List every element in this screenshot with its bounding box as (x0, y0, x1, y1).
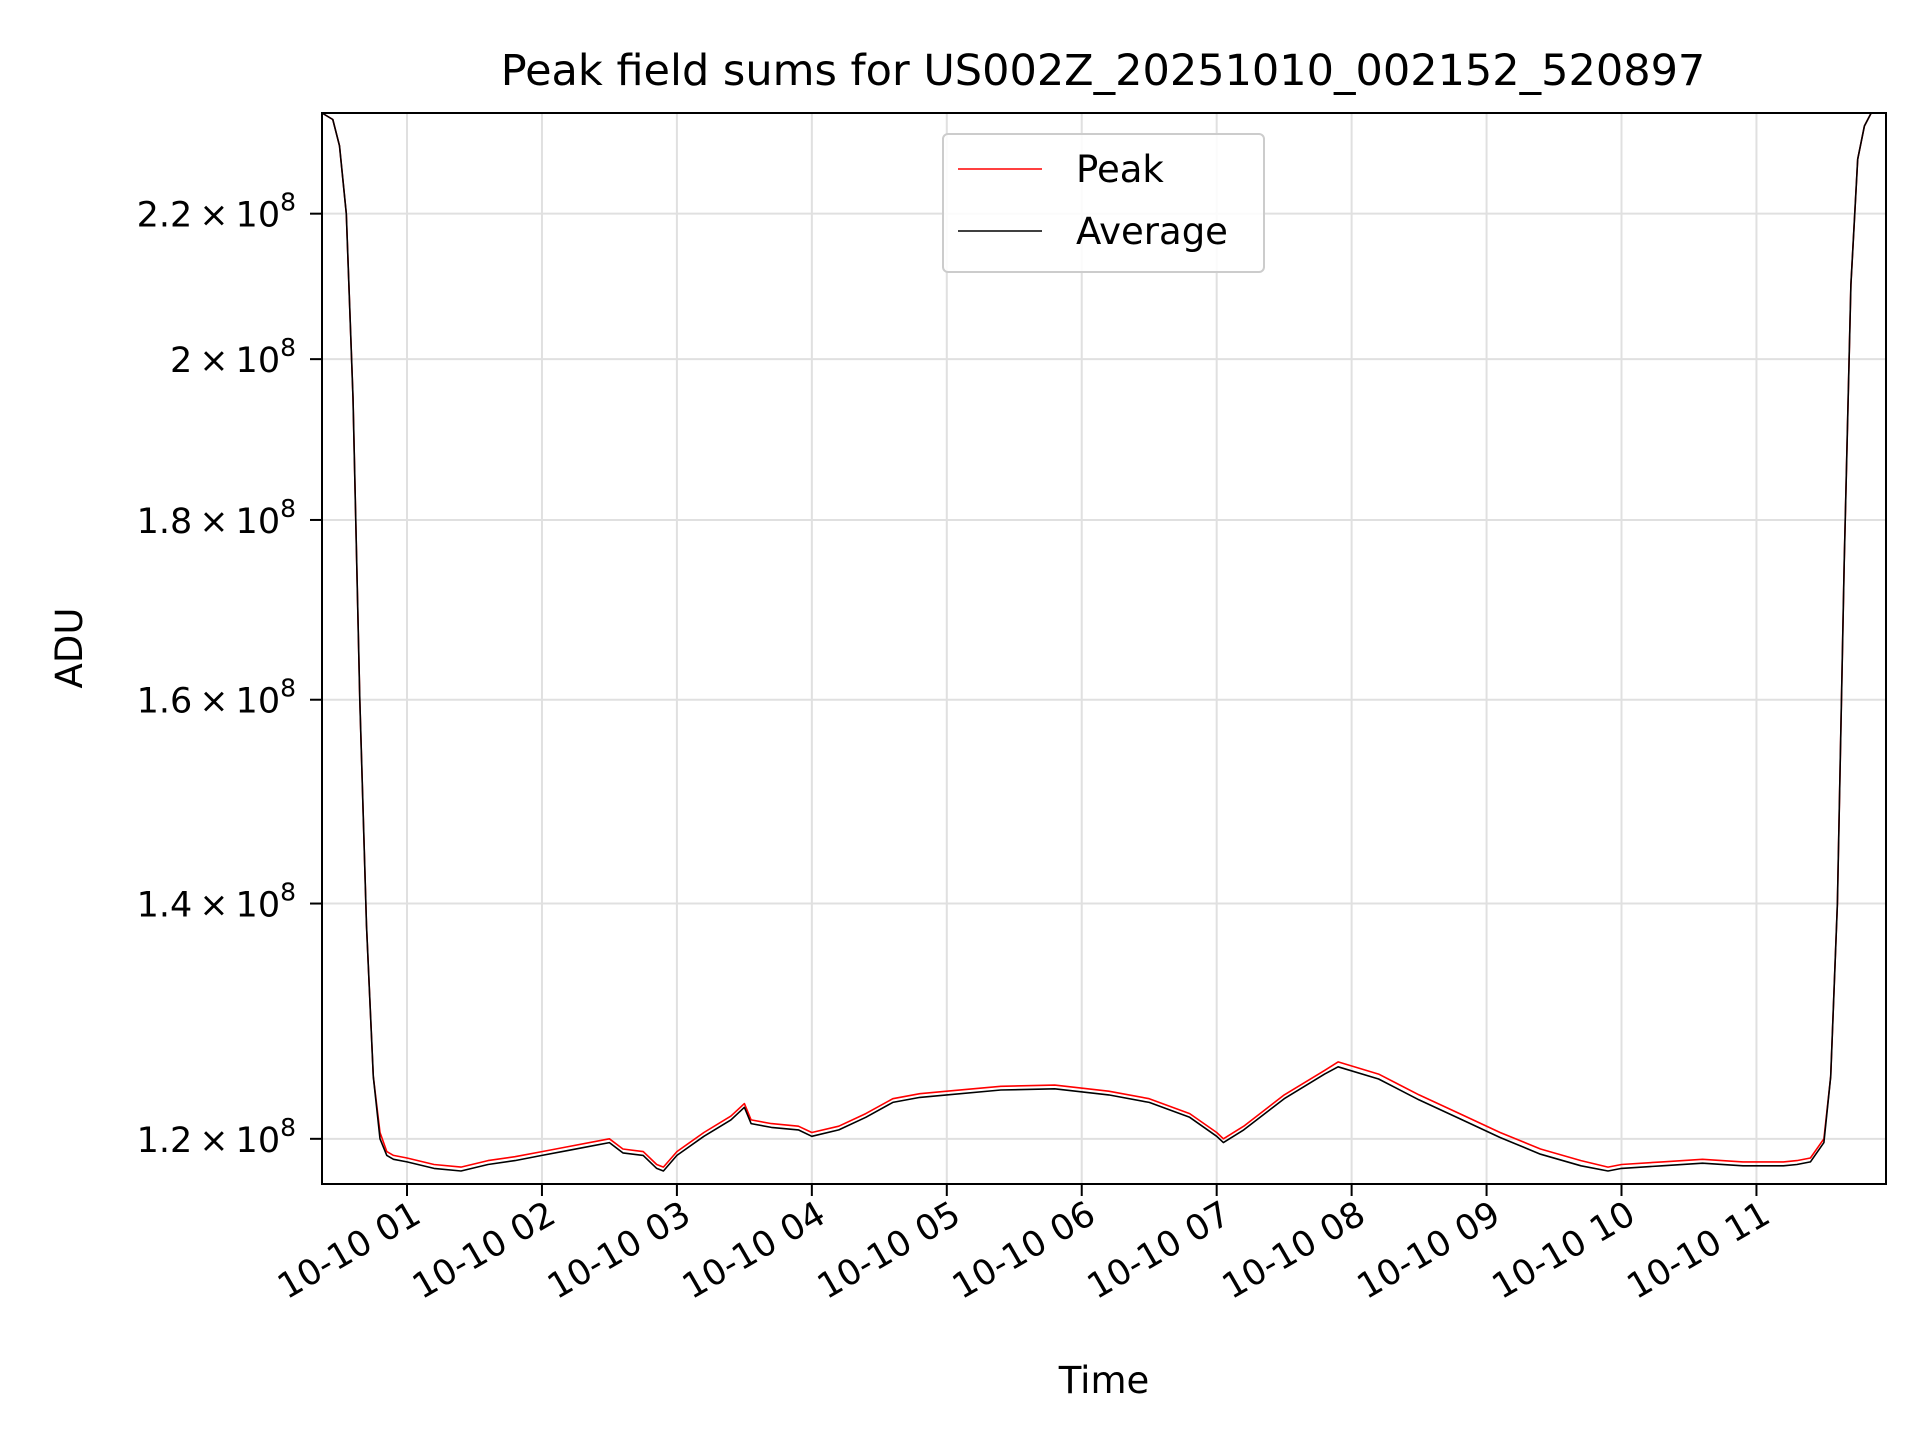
y-tick-mantissa: 2 (170, 341, 192, 381)
plot-frame (321, 112, 1887, 1185)
legend-peak-label: Peak (1076, 148, 1164, 191)
x-axis-label: Time (1058, 1359, 1150, 1402)
y-tick-label: 2.2 × 108 (137, 188, 296, 236)
legend-average-label: Average (1076, 210, 1228, 253)
y-tick-exponent: 8 (280, 494, 296, 523)
y-tick-label: 1.8 × 108 (137, 494, 296, 542)
grid-layer (322, 113, 1886, 1184)
y-tick-label: 2 × 108 (170, 333, 296, 381)
y-tick-mantissa: 1.8 (137, 502, 193, 542)
chart-title: Peak field sums for US002Z_20251010_0021… (501, 46, 1706, 96)
y-tick-exponent: 8 (280, 333, 296, 362)
y-tick-layer: 1.2 × 108 1.4 × 108 1.6 × 108 1.8 × 108 2 × … (137, 188, 322, 1161)
y-tick-exponent: 8 (280, 878, 296, 907)
legend: Peak Average (942, 133, 1265, 273)
y-tick-label: 1.6 × 108 (137, 674, 296, 722)
y-tick-exponent: 8 (280, 188, 296, 217)
y-tick-mantissa: 2.2 (137, 196, 193, 236)
y-tick-label: 1.2 × 108 (137, 1113, 296, 1161)
y-tick-exponent: 8 (280, 1113, 296, 1142)
y-tick-mantissa: 1.2 (137, 1121, 193, 1161)
y-tick-mantissa: 1.4 (137, 886, 193, 926)
y-tick-label: 1.4 × 108 (137, 878, 296, 926)
y-axis-label: ADU (48, 608, 91, 689)
series-layer (321, 112, 1886, 1172)
series-line-average (321, 112, 1886, 1172)
series-line-peak (321, 112, 1886, 1168)
y-tick-exponent: 8 (280, 674, 296, 703)
y-tick-mantissa: 1.6 (137, 682, 193, 722)
